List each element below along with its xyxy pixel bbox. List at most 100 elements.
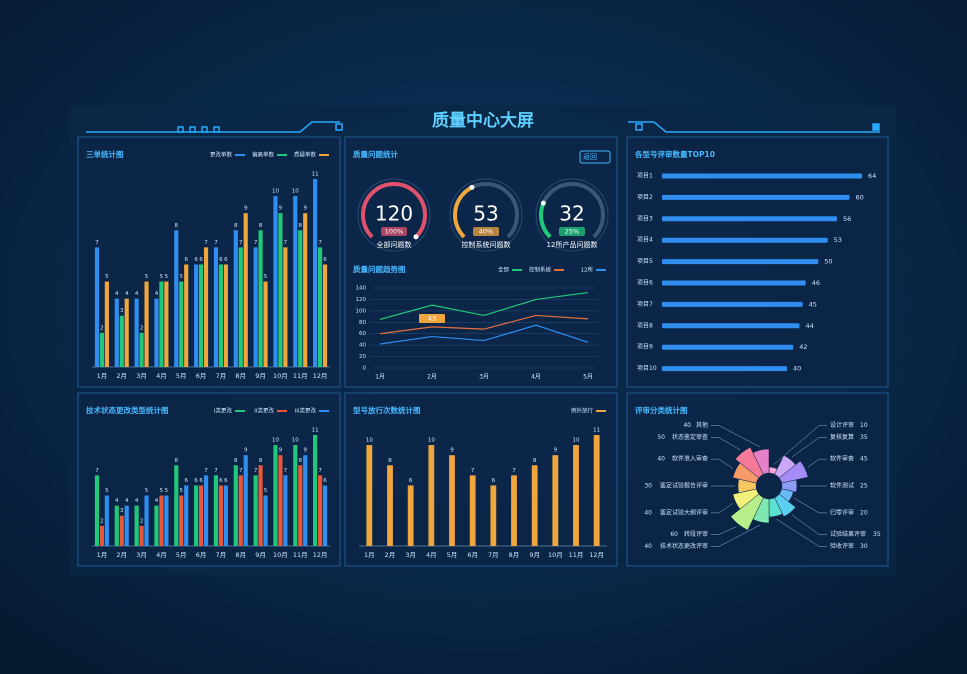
legend-label: II类更改 [254, 407, 274, 415]
percent-label: 25% [565, 228, 579, 236]
x-tick-label: 11月 [293, 372, 308, 380]
value-label: 45 [809, 300, 817, 308]
value-label: 5 [145, 274, 149, 280]
value-label: 5 [180, 274, 184, 280]
bar [134, 505, 139, 546]
bar [263, 495, 268, 546]
value-label: 50 [824, 258, 832, 266]
value-label: 11 [593, 428, 600, 434]
back-button[interactable] [579, 150, 611, 164]
legend-label: I类更改 [214, 407, 233, 415]
gauge-arc [453, 185, 473, 239]
value-label: 11 [312, 172, 319, 178]
value-label: 7 [95, 240, 99, 246]
x-tick-label: 9月 [255, 551, 266, 559]
bar [223, 485, 228, 546]
value-label: 10 [292, 189, 299, 195]
x-tick-label: 11月 [569, 551, 584, 559]
x-tick-label: 4月 [156, 551, 167, 559]
bar [124, 298, 129, 367]
value-label: 7 [284, 240, 288, 246]
value-label: 50 [657, 434, 665, 441]
bar [313, 179, 318, 367]
value-label: 60 [856, 193, 864, 201]
value-label: 10 [272, 438, 279, 444]
panel-title: 各型号评审数量TOP10 [634, 149, 715, 159]
back-button-label: 返回 [583, 153, 597, 161]
value-label: 4 [115, 498, 119, 504]
x-tick-label: 5月 [176, 551, 187, 559]
category-label: 项目7 [637, 301, 653, 308]
category-label: 项目6 [637, 280, 653, 287]
bar [194, 485, 199, 546]
category-label: 项目1 [637, 173, 653, 180]
value-label: 7 [318, 240, 322, 246]
leader-line [773, 425, 827, 465]
value-label: 9 [279, 448, 283, 454]
rose-slice [732, 488, 760, 510]
x-tick-label: 11月 [293, 551, 308, 559]
bar [144, 281, 149, 367]
bar [184, 264, 189, 367]
category-label: 归零评审 [830, 508, 854, 516]
category-label: 验收评审 [830, 542, 854, 550]
gauge-knob [413, 234, 419, 240]
x-tick-label: 7月 [488, 551, 499, 559]
x-tick-label: 5月 [447, 551, 458, 559]
x-tick-label: 10月 [273, 551, 288, 559]
category-label: 软件审查 [830, 455, 854, 463]
line-series [379, 324, 589, 345]
gauge-value: 53 [473, 202, 498, 226]
value-label: 7 [318, 468, 322, 474]
legend-label: 全部 [498, 266, 510, 274]
x-tick-label: 12月 [589, 551, 604, 559]
x-tick-label: 12月 [313, 551, 328, 559]
bar [179, 495, 184, 546]
bar [124, 505, 129, 546]
bar [194, 264, 199, 367]
bar [223, 264, 228, 367]
x-tick-label: 8月 [235, 372, 246, 380]
bar [662, 259, 819, 265]
leader-line [807, 458, 827, 468]
x-tick-label: 4月 [531, 374, 541, 381]
value-label: 30 [644, 483, 652, 490]
x-tick-label: 7月 [216, 551, 227, 559]
bar [144, 495, 149, 546]
value-label: 7 [239, 240, 243, 246]
y-tick-label: 40 [359, 343, 366, 349]
value-label: 5 [160, 488, 164, 494]
bar [552, 455, 559, 546]
leader-line [711, 524, 761, 547]
bar [154, 505, 159, 546]
value-label: 6 [323, 257, 327, 263]
bar [203, 247, 209, 367]
leader-line [776, 518, 827, 547]
percent-pill [473, 227, 499, 236]
panel-title: 型号放行次数统计图 [353, 405, 421, 415]
panel-title: 质量问题趋势图 [353, 264, 406, 274]
x-tick-label: 9月 [529, 551, 540, 559]
x-tick-label: 8月 [509, 551, 520, 559]
bar [134, 298, 139, 367]
panel-title: 三单统计图 [86, 149, 124, 159]
bar [298, 230, 303, 367]
bar [303, 455, 308, 546]
value-label: 44 [806, 322, 814, 330]
y-tick-label: 0 [363, 366, 367, 372]
bar [253, 247, 258, 367]
bar [511, 475, 517, 546]
bar [159, 281, 164, 367]
category-label: 项目9 [637, 344, 653, 351]
y-tick-label: 20 [359, 354, 366, 360]
value-label: 4 [155, 498, 159, 504]
value-label: 46 [812, 279, 820, 287]
value-label: 30 [860, 543, 868, 550]
category-label: 鉴定试验报告评审 [660, 482, 708, 490]
x-tick-label: 6月 [196, 551, 207, 559]
value-label: 8 [259, 458, 263, 464]
value-label: 6 [194, 478, 198, 484]
gauge-ring [449, 178, 523, 252]
bar [253, 475, 258, 546]
value-label: 8 [299, 223, 303, 229]
